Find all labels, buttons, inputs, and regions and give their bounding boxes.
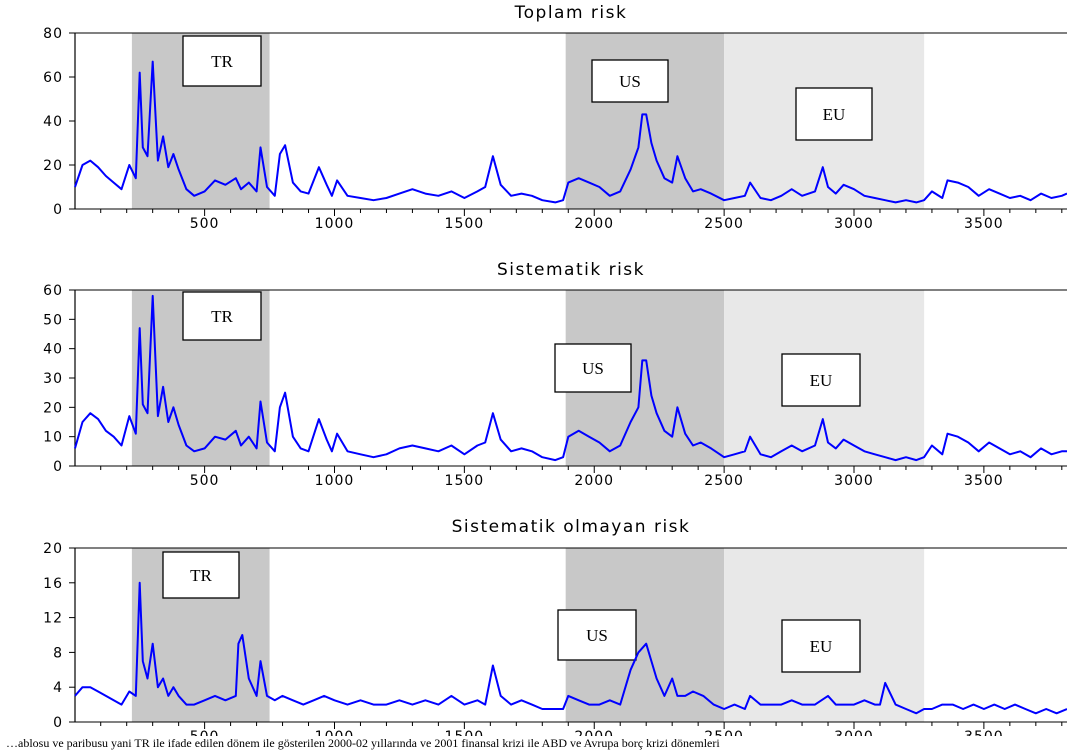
x-tick-label: 2500 — [704, 216, 744, 232]
region-label-eu: EU — [810, 371, 833, 390]
y-tick-label: 0 — [53, 202, 63, 218]
y-tick-label: 4 — [53, 680, 63, 696]
region-label-eu: EU — [810, 637, 833, 656]
y-tick-label: 0 — [53, 459, 63, 475]
region-box-eu — [781, 353, 861, 407]
region-label-tr: TR — [211, 52, 233, 71]
x-tick-label: 3500 — [964, 729, 1004, 736]
chart-panel-1: 0 20 40 60 80 500 1000 1500 2000 2500 3000 3500 Topl… — [43, 3, 1067, 232]
x-tick-label: 3000 — [834, 729, 874, 736]
x-tick-label: 500 — [190, 216, 220, 232]
x-tick-label: 1500 — [445, 216, 485, 232]
y-tick-label: 16 — [43, 576, 63, 592]
region-label-eu: EU — [823, 105, 846, 124]
y-tick-label: 8 — [53, 645, 63, 661]
x-tick-label: 3000 — [834, 216, 874, 232]
y-tick-label: 20 — [43, 541, 63, 557]
footer-caption: …ablosu ve paribusu yani TR ile ifade ed… — [6, 736, 720, 750]
region-label-us: US — [582, 359, 604, 378]
y-tick-label: 80 — [43, 26, 63, 42]
y-tick-label: 40 — [43, 342, 63, 358]
series-line — [74, 294, 1067, 462]
x-tick-label: 3000 — [834, 473, 874, 489]
series-line — [74, 60, 1067, 204]
y-tick-label: 20 — [43, 158, 63, 174]
x-tick-label: 1500 — [445, 729, 485, 736]
region-label-us: US — [619, 72, 641, 91]
region-label-tr: TR — [211, 307, 233, 326]
region-label-us: US — [586, 626, 608, 645]
x-tick-label: 500 — [190, 473, 220, 489]
chart-title: Toplam risk — [514, 3, 628, 23]
y-tick-label: 60 — [43, 70, 63, 86]
x-tick-label: 1000 — [315, 216, 355, 232]
x-tick-label: 3500 — [964, 216, 1004, 232]
chart-title: Sistematik risk — [497, 260, 645, 280]
x-tick-label: 1500 — [445, 473, 485, 489]
x-tick-label: 2000 — [574, 473, 614, 489]
chart-panel-2: 0 10 20 30 40 50 60 500 1000 1500 2000 2500 3000 3500… — [43, 260, 1067, 489]
chart-title: Sistematik olmayan risk — [452, 517, 691, 537]
region-box-us — [557, 609, 637, 661]
y-tick-label: 40 — [43, 114, 63, 130]
region-box-eu — [781, 619, 861, 673]
region-box-us — [591, 59, 669, 103]
x-tick-label: 2500 — [704, 729, 744, 736]
region-label-tr: TR — [190, 566, 212, 585]
series-line — [74, 581, 1067, 715]
y-tick-label: 20 — [43, 400, 63, 416]
x-tick-label: 3500 — [964, 473, 1004, 489]
x-tick-label: 500 — [190, 729, 220, 736]
y-tick-label: 50 — [43, 312, 63, 328]
region-box-tr — [162, 551, 240, 599]
y-tick-label: 30 — [43, 371, 63, 387]
y-tick-label: 12 — [43, 611, 63, 627]
x-tick-label: 2000 — [574, 216, 614, 232]
region-box-tr — [182, 291, 262, 341]
region-box-eu — [795, 87, 873, 141]
x-tick-label: 2000 — [574, 729, 614, 736]
chart-panel-3: 0 4 8 12 16 20 500 1000 1500 2000 2500 3000 3500 Sist… — [43, 517, 1067, 736]
region-box-us — [554, 343, 632, 393]
x-tick-label: 1000 — [315, 729, 355, 736]
y-tick-label: 10 — [43, 430, 63, 446]
y-tick-label: 60 — [43, 283, 63, 299]
y-tick-label: 0 — [53, 715, 63, 731]
x-tick-label: 2500 — [704, 473, 744, 489]
x-tick-label: 1000 — [315, 473, 355, 489]
region-box-tr — [182, 35, 262, 87]
